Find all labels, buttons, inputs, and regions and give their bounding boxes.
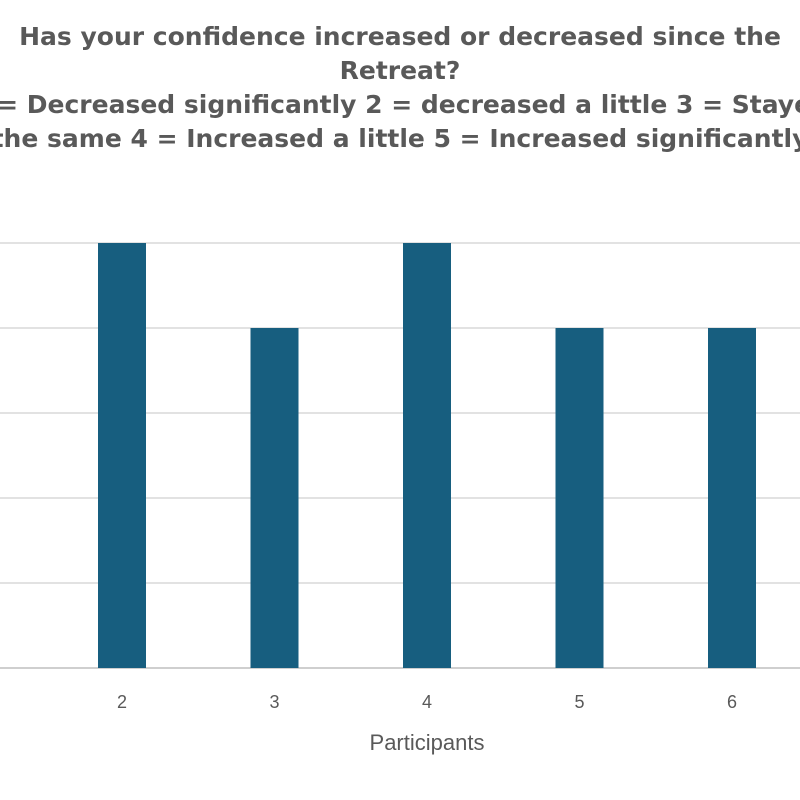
bar-2: [98, 243, 146, 668]
chart-title: Has your confidence increased or decreas…: [0, 20, 800, 156]
x-axis-label: Participants: [370, 730, 485, 755]
bar-3: [250, 328, 299, 668]
bar-5: [555, 328, 604, 668]
chart-title-line: 1 = Decreased significantly 2 = decrease…: [0, 90, 800, 119]
chart-title-line: Has your confidence increased or decreas…: [19, 22, 781, 51]
x-tick-label: 5: [574, 692, 584, 712]
bar-4: [403, 243, 451, 668]
x-axis-ticks: 2 3 4 5 6: [117, 692, 737, 712]
chart-title-line: the same 4 = Increased a little 5 = Incr…: [0, 124, 800, 153]
x-tick-label: 2: [117, 692, 127, 712]
x-tick-label: 4: [422, 692, 432, 712]
chart-title-line: Retreat?: [339, 56, 461, 85]
x-tick-label: 3: [269, 692, 279, 712]
bars: [98, 243, 756, 668]
x-tick-label: 6: [727, 692, 737, 712]
bar-6: [708, 328, 756, 668]
